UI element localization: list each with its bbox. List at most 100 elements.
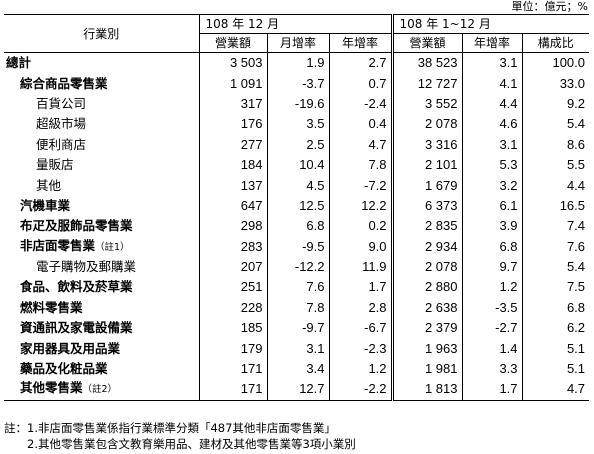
cell-p2-share: 9.2 <box>521 93 590 115</box>
cell-p1-yoy: 4.7 <box>328 134 393 155</box>
cell-p1-mom: 7.8 <box>266 297 329 319</box>
cell-p2-sales: 1 813 <box>390 379 463 401</box>
cell-p2-sales: 1 963 <box>390 338 463 359</box>
cell-p1-sales: 228 <box>198 297 267 319</box>
cell-p1-yoy: -2.3 <box>328 338 393 359</box>
cell-p2-yoy: 6.1 <box>461 195 523 217</box>
row-note-marker: （註1） <box>95 241 130 253</box>
cell-p1-yoy: 0.4 <box>328 114 393 135</box>
cell-p1-sales: 179 <box>198 338 267 359</box>
row-category-label: 其他 <box>36 177 62 193</box>
p2-col-sales: 營業額 <box>390 33 463 53</box>
cell-p2-share: 8.6 <box>521 134 590 155</box>
cell-p1-yoy: 2.8 <box>328 297 393 319</box>
table-row: 超級市場 176 3.5 0.4 2 078 4.6 5.4 <box>4 114 590 135</box>
row-category: 其他零售業（註2） <box>4 379 199 401</box>
cell-p2-sales: 2 078 <box>390 256 463 278</box>
cell-p1-mom: 1.9 <box>266 52 329 74</box>
row-category: 超級市場 <box>4 114 199 134</box>
row-category: 非店面零售業（註1） <box>4 237 199 257</box>
cell-p2-yoy: 6.8 <box>461 236 523 257</box>
row-category-label: 食品、飲料及菸草業 <box>20 279 133 295</box>
cell-p1-sales: 251 <box>198 277 267 298</box>
cell-p2-yoy: 9.7 <box>461 256 523 278</box>
cell-p1-mom: 6.8 <box>266 216 329 237</box>
cell-p1-mom: -12.2 <box>266 256 329 278</box>
table-row: 資通訊及家電設備業 185 -9.7 -6.7 2 379 -2.7 6.2 <box>4 318 590 339</box>
table-row: 其他 137 4.5 -7.2 1 679 3.2 4.4 <box>4 175 590 196</box>
table-row: 食品、飲料及菸草業 251 7.6 1.7 2 880 1.2 7.5 <box>4 277 590 298</box>
cell-p2-sales: 1 981 <box>390 358 463 380</box>
cell-p2-share: 6.8 <box>521 297 590 319</box>
cell-p2-share: 4.7 <box>521 379 590 401</box>
table-row: 百貨公司 317 -19.6 -2.4 3 552 4.4 9.2 <box>4 93 590 115</box>
cell-p2-share: 7.4 <box>521 216 590 237</box>
row-category: 電子購物及郵購業 <box>4 257 199 277</box>
cell-p2-share: 5.1 <box>521 338 590 359</box>
cell-p1-mom: 7.6 <box>266 277 329 298</box>
row-category-label: 便利商店 <box>36 136 87 152</box>
cell-p1-mom: 4.5 <box>266 175 329 196</box>
cell-p1-yoy: -2.2 <box>328 379 393 401</box>
cell-p1-sales: 184 <box>198 154 267 176</box>
cell-p2-sales: 12 727 <box>390 73 463 94</box>
cell-p2-sales: 3 552 <box>390 93 463 115</box>
cell-p1-yoy: 2.7 <box>328 52 393 74</box>
row-category: 資通訊及家電設備業 <box>4 318 199 338</box>
row-category-label: 非店面零售業 <box>20 237 96 253</box>
cell-p1-yoy: 1.7 <box>328 277 393 298</box>
cell-p2-yoy: 5.3 <box>461 154 523 176</box>
row-category: 綜合商品零售業 <box>4 73 199 93</box>
row-note-marker: （註2） <box>82 384 118 396</box>
table-body: 總計 3 503 1.9 2.7 38 523 3.1 100.0 綜合商品零售業 1 091-… <box>4 52 590 401</box>
cell-p2-yoy: -2.7 <box>461 318 523 339</box>
cell-p1-yoy: 0.2 <box>328 216 393 237</box>
cell-p1-yoy: 1.2 <box>328 358 393 380</box>
cell-p1-yoy: -7.2 <box>328 175 393 196</box>
cell-p2-sales: 2 101 <box>390 154 463 176</box>
p1-col-yoy: 年增率 <box>328 33 393 53</box>
cell-p1-yoy: 7.8 <box>328 154 393 176</box>
retail-sales-table-wrapper: 行業別 108 年 12 月 108 年 1~12 月 營業額 月增率 年增率 … <box>4 14 590 401</box>
retail-sales-table: 行業別 108 年 12 月 108 年 1~12 月 營業額 月增率 年增率 … <box>4 14 590 401</box>
table-row: 總計 3 503 1.9 2.7 38 523 3.1 100.0 <box>4 52 590 74</box>
cell-p2-yoy: 1.2 <box>461 277 523 298</box>
cell-p1-yoy: 0.7 <box>328 73 393 94</box>
cell-p2-sales: 2 835 <box>390 216 463 237</box>
cell-p1-mom: 10.4 <box>266 154 329 176</box>
cell-p1-yoy: 9.0 <box>328 236 393 257</box>
cell-p2-sales: 2 078 <box>390 114 463 135</box>
row-category-label: 量販店 <box>36 157 74 173</box>
row-category-label: 電子購物及郵購業 <box>36 259 137 275</box>
cell-p1-mom: -3.7 <box>266 73 329 94</box>
table-row: 量販店 184 10.4 7.8 2 101 5.3 5.5 <box>4 154 590 176</box>
cell-p1-sales: 298 <box>198 216 267 237</box>
table-row: 其他零售業（註2） 171 12.7 -2.2 1 813 1.7 4.7 <box>4 379 590 401</box>
row-category-label: 超級市場 <box>36 116 87 132</box>
row-category-label: 汽機車業 <box>20 197 71 213</box>
row-category: 量販店 <box>4 155 199 175</box>
category-column-header: 行業別 <box>4 14 199 53</box>
table-row: 家用器具及用品業 179 3.1 -2.3 1 963 1.4 5.1 <box>4 338 590 359</box>
row-category-label: 百貨公司 <box>36 95 87 111</box>
table-row: 布疋及服飾品零售業 298 6.8 0.2 2 835 3.9 7.4 <box>4 216 590 237</box>
footnote-2: 2.其他零售業包含文教育樂用品、建材及其他零售業等3項小業別 <box>4 437 356 451</box>
cell-p1-mom: 12.5 <box>266 195 329 217</box>
cell-p1-sales: 207 <box>198 256 267 278</box>
row-category-label: 家用器具及用品業 <box>20 340 121 356</box>
row-category-label: 燃料零售業 <box>20 299 83 315</box>
cell-p2-share: 5.5 <box>521 154 590 176</box>
cell-p2-yoy: 3.2 <box>461 175 523 196</box>
cell-p1-mom: 3.1 <box>266 338 329 359</box>
cell-p2-sales: 2 934 <box>390 236 463 257</box>
cell-p1-sales: 647 <box>198 195 267 217</box>
cell-p1-sales: 171 <box>198 358 267 380</box>
row-category: 總計 <box>4 53 199 74</box>
cell-p2-share: 5.1 <box>521 358 590 380</box>
footnote-1: 註：1.非店面零售業係指行業標準分類「487其他非店面零售業」 <box>4 421 336 435</box>
cell-p1-sales: 283 <box>198 236 267 257</box>
cell-p1-mom: -9.5 <box>266 236 329 257</box>
cell-p1-mom: 12.7 <box>266 379 329 401</box>
row-category: 藥品及化粧品業 <box>4 359 199 379</box>
cell-p1-sales: 277 <box>198 134 267 155</box>
